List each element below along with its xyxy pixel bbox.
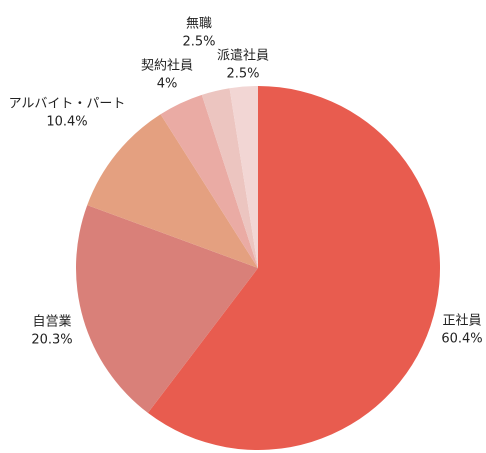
slice-label: 契約社員 [141,58,193,74]
pie-slice [147,86,440,450]
pie-slice [160,94,258,268]
value-label: 20.3% [31,333,72,348]
pie-slice [75,205,258,413]
pie-slice [229,86,258,268]
value-label: 2.5% [182,35,215,50]
value-label: 2.5% [226,67,259,82]
slice-label: 無職 [186,17,212,32]
pie-slice [201,88,258,268]
slice-label: 正社員 [442,313,481,329]
pie-slice [87,114,258,268]
slice-label: 自営業 [32,314,71,330]
value-label: 60.4% [441,332,482,347]
value-label: 10.4% [46,115,87,130]
slice-label: アルバイト・パート [9,97,126,112]
value-label: 4% [157,77,178,92]
slice-label: 派遣社員 [217,48,269,64]
